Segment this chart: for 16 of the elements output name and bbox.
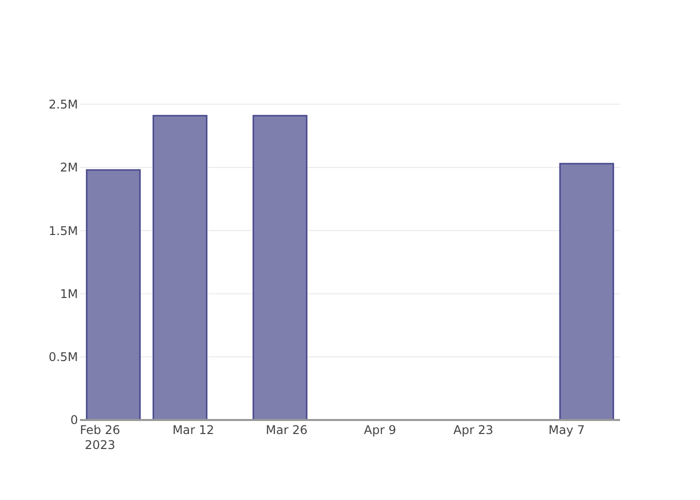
x-tick-label: Apr 23 <box>453 423 494 437</box>
y-tick-label: 2.5M <box>48 98 78 112</box>
x-tick-label: May 7 <box>548 423 585 437</box>
y-tick-label: 0 <box>70 413 78 428</box>
x-tick-label: Feb 26 2023 <box>80 423 120 452</box>
bar <box>252 114 308 421</box>
y-tick-label: 2M <box>60 160 78 175</box>
y-tick-label: 1.5M <box>48 224 78 238</box>
bar <box>152 114 208 421</box>
y-tick-label: 0.5M <box>48 350 78 364</box>
bar <box>86 169 141 421</box>
y-tick-label: 1M <box>60 286 78 301</box>
x-tick-label: Mar 12 <box>172 423 214 437</box>
x-tick-label: Apr 9 <box>364 423 396 437</box>
x-tick-label: Mar 26 <box>266 423 308 437</box>
bar <box>559 162 614 421</box>
